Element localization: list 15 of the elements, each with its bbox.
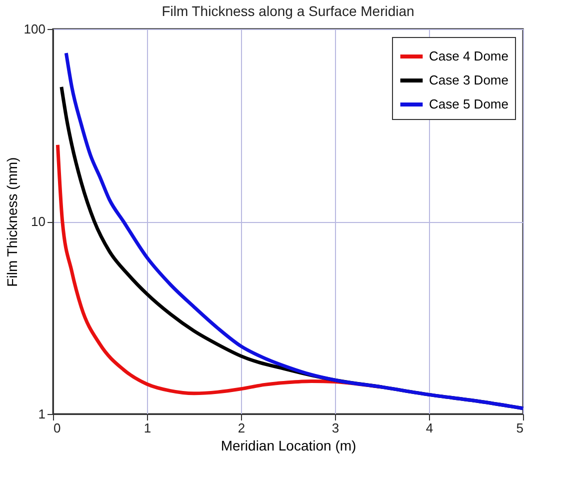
x-tick-label: 5	[516, 420, 524, 436]
legend-label: Case 3 Dome	[429, 72, 508, 88]
x-tick-label: 3	[332, 420, 340, 436]
chart-title: Film Thickness along a Surface Meridian	[162, 3, 414, 19]
y-axis-title: Film Thickness (mm)	[4, 157, 20, 287]
x-tick-label: 4	[426, 420, 434, 436]
y-tick-label: 10	[31, 214, 46, 229]
legend-label: Case 4 Dome	[429, 48, 508, 64]
x-axis-title: Meridian Location (m)	[220, 438, 356, 454]
x-tick-label: 1	[144, 420, 152, 436]
legend-label: Case 5 Dome	[429, 96, 508, 112]
y-tick-label: 1	[38, 406, 46, 422]
x-tick-label: 2	[238, 420, 246, 436]
x-tick-label: 0	[54, 420, 61, 436]
y-tick-label: 100	[24, 22, 46, 36]
